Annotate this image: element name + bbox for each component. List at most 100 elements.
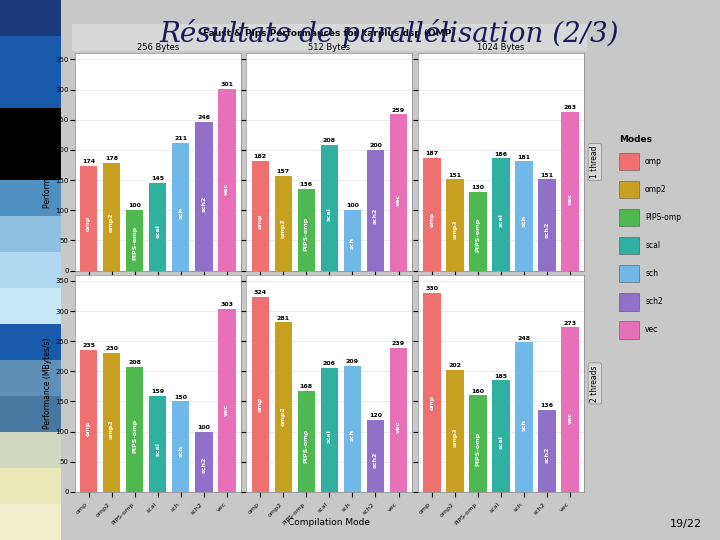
Bar	[218, 309, 235, 492]
Text: omp: omp	[86, 215, 91, 231]
Text: 100: 100	[128, 204, 141, 208]
Text: omp: omp	[258, 396, 263, 411]
Text: 303: 303	[220, 302, 233, 307]
Text: 187: 187	[426, 151, 438, 156]
Text: omp: omp	[645, 157, 662, 166]
Bar	[172, 143, 189, 271]
Bar	[0, 216, 61, 252]
Text: sch2: sch2	[373, 208, 378, 225]
Text: scal: scal	[645, 241, 660, 250]
Text: 145: 145	[151, 176, 164, 181]
Text: 19/22: 19/22	[670, 519, 702, 529]
Text: sch2: sch2	[645, 298, 663, 306]
Bar	[103, 163, 120, 271]
Bar	[218, 89, 235, 271]
Text: omp2: omp2	[109, 212, 114, 232]
Bar	[298, 390, 315, 492]
Bar	[0, 144, 61, 180]
Text: 130: 130	[472, 185, 485, 190]
Bar	[80, 166, 97, 271]
Text: 1024 Bytes: 1024 Bytes	[477, 43, 525, 52]
Bar	[390, 348, 407, 492]
Bar	[321, 368, 338, 492]
Text: vec: vec	[396, 194, 401, 206]
Text: sch: sch	[521, 215, 526, 227]
Text: vec: vec	[645, 326, 658, 334]
Bar	[0, 108, 61, 144]
Bar	[0, 396, 61, 432]
Bar	[0, 0, 61, 36]
Bar	[0, 504, 61, 540]
Text: vec: vec	[225, 183, 230, 195]
Text: 208: 208	[323, 138, 336, 143]
Text: PIPS-omp: PIPS-omp	[475, 218, 480, 252]
Bar	[390, 114, 407, 271]
Bar	[562, 327, 579, 492]
Text: Faust & Pips Performances for karplus.dsp (OMP): Faust & Pips Performances for karplus.ds…	[203, 29, 456, 38]
Text: sch: sch	[350, 429, 355, 441]
Text: sch: sch	[179, 207, 184, 219]
Text: 100: 100	[197, 425, 210, 430]
Text: 151: 151	[449, 173, 462, 178]
Text: PIPS-omp: PIPS-omp	[132, 418, 138, 453]
Bar	[0, 252, 61, 288]
Text: 235: 235	[82, 343, 95, 348]
Bar	[343, 366, 361, 492]
Text: 151: 151	[541, 173, 554, 178]
Bar	[195, 431, 212, 492]
Bar	[469, 395, 487, 492]
Bar	[516, 342, 533, 492]
Text: 136: 136	[541, 403, 554, 408]
Bar	[539, 410, 556, 492]
Bar	[80, 350, 97, 492]
Text: sch: sch	[350, 238, 355, 249]
Bar	[423, 293, 441, 492]
Text: 239: 239	[392, 341, 405, 346]
Text: sch: sch	[179, 446, 184, 457]
Bar	[343, 210, 361, 271]
Bar	[195, 122, 212, 271]
Text: scal: scal	[327, 207, 332, 221]
Text: 186: 186	[495, 152, 508, 157]
Bar	[149, 396, 166, 492]
Text: 259: 259	[392, 107, 405, 112]
Text: scal: scal	[498, 435, 503, 449]
Text: 160: 160	[472, 389, 485, 394]
Text: 324: 324	[253, 290, 267, 295]
Bar	[516, 161, 533, 271]
Text: 273: 273	[564, 321, 577, 326]
Text: vec: vec	[567, 193, 572, 205]
Bar	[0, 468, 61, 504]
Text: PIPS-omp: PIPS-omp	[475, 431, 480, 465]
Text: sch: sch	[521, 418, 526, 430]
Bar	[539, 179, 556, 271]
Bar	[126, 367, 143, 492]
Text: 246: 246	[197, 116, 210, 120]
Bar	[321, 145, 338, 271]
Text: 157: 157	[276, 169, 290, 174]
Bar	[366, 420, 384, 492]
Bar	[0, 72, 61, 108]
Text: omp2: omp2	[281, 218, 286, 238]
Text: 181: 181	[518, 154, 531, 160]
Text: omp2: omp2	[452, 427, 457, 447]
Text: 301: 301	[220, 82, 233, 87]
Text: 100: 100	[346, 204, 359, 208]
Text: 178: 178	[105, 157, 118, 161]
Text: sch: sch	[645, 269, 658, 278]
Text: Compilation Mode: Compilation Mode	[289, 518, 370, 528]
Text: 159: 159	[151, 389, 164, 394]
Text: sch2: sch2	[202, 195, 207, 212]
Text: 211: 211	[174, 137, 187, 141]
Text: vec: vec	[225, 404, 230, 416]
Bar	[0, 432, 61, 468]
Text: 208: 208	[128, 360, 141, 365]
Text: 136: 136	[300, 182, 313, 187]
Text: omp: omp	[258, 213, 263, 229]
Text: omp2: omp2	[109, 420, 114, 440]
Bar	[275, 322, 292, 492]
Text: 256 Bytes: 256 Bytes	[137, 43, 179, 52]
Bar	[492, 380, 510, 492]
Text: scal: scal	[156, 442, 161, 456]
Bar	[252, 296, 269, 492]
